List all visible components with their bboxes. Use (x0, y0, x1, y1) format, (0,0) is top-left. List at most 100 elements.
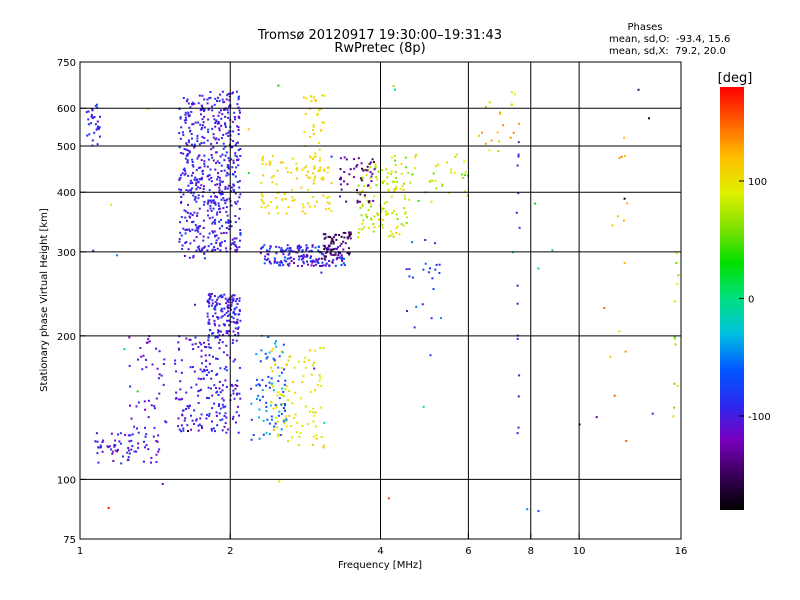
echo-point (515, 211, 518, 214)
echo-point (310, 156, 313, 159)
echo-point (313, 132, 315, 135)
echo-point (517, 141, 520, 144)
echo-point (322, 264, 325, 267)
echo-point (272, 407, 275, 410)
echo-point (228, 105, 230, 108)
echo-point (224, 126, 227, 128)
echo-point (187, 111, 190, 114)
echo-point (273, 257, 276, 260)
echo-point (432, 288, 435, 291)
echo-point (312, 157, 314, 160)
echo-point (320, 177, 323, 180)
echo-point (415, 154, 417, 156)
echo-point (234, 170, 236, 173)
echo-point (200, 176, 203, 179)
echo-point (180, 371, 183, 374)
echo-point (329, 242, 332, 245)
echo-point (238, 109, 241, 112)
echo-point (275, 207, 278, 210)
echo-point (213, 246, 216, 249)
echo-point (218, 186, 221, 189)
echo-point (381, 226, 384, 229)
echo-point (217, 138, 220, 141)
echo-point (116, 254, 119, 257)
echo-point (496, 131, 499, 134)
echo-point (353, 176, 355, 179)
echo-point (260, 205, 263, 208)
echo-point (215, 151, 218, 154)
echo-point (201, 247, 204, 250)
echo-point (281, 394, 284, 397)
echo-point (200, 355, 203, 358)
echo-point (365, 174, 368, 176)
echo-point (185, 189, 188, 192)
echo-point (233, 294, 236, 297)
echo-point (186, 154, 189, 157)
echo-point (224, 405, 227, 408)
echo-point (192, 255, 195, 257)
echo-point (206, 315, 209, 318)
echo-point (193, 370, 196, 373)
echo-point (259, 399, 261, 402)
echo-point (286, 247, 289, 250)
echo-point (330, 210, 333, 212)
echo-point (340, 235, 343, 238)
echo-point (210, 209, 213, 212)
echo-point (307, 423, 310, 426)
echo-point (624, 350, 627, 353)
echo-point (192, 348, 195, 350)
echo-point (516, 337, 519, 340)
echo-point (368, 226, 370, 229)
echo-point (98, 126, 101, 129)
echo-point (302, 257, 304, 260)
echo-point (161, 482, 164, 485)
echo-point (312, 179, 315, 182)
echo-point (144, 435, 147, 438)
echo-point (283, 403, 286, 405)
echo-point (194, 336, 197, 339)
echo-point (226, 332, 229, 335)
echo-point (234, 215, 237, 217)
echo-point (356, 199, 359, 202)
echo-point (232, 162, 235, 164)
echo-point (301, 265, 303, 267)
echo-point (186, 161, 189, 164)
echo-point (197, 227, 200, 230)
echo-point (281, 161, 284, 164)
echo-point (207, 128, 210, 131)
echo-point (403, 207, 406, 210)
echo-point (186, 211, 189, 214)
echo-point (137, 431, 140, 434)
echo-point (270, 415, 273, 418)
echo-point (143, 440, 145, 443)
echo-point (211, 332, 214, 335)
echo-point (289, 247, 292, 250)
echo-point (383, 180, 386, 183)
echo-point (298, 245, 301, 248)
echo-point (208, 217, 211, 220)
echo-point (239, 233, 242, 236)
echo-point (131, 433, 134, 436)
echo-point (281, 413, 283, 415)
echo-point (214, 201, 217, 204)
echo-point (123, 348, 126, 351)
echo-point (278, 397, 281, 400)
echo-point (478, 134, 480, 137)
echo-point (158, 373, 161, 376)
echo-point (622, 219, 625, 222)
echo-point (281, 403, 284, 406)
echo-point (317, 262, 320, 264)
echo-point (276, 394, 279, 397)
echo-point (348, 234, 351, 237)
echo-point (408, 198, 411, 201)
echo-point (232, 159, 235, 162)
echo-point (156, 367, 159, 370)
echo-point (330, 237, 333, 240)
echo-point (306, 170, 309, 173)
echo-point (261, 246, 263, 249)
echo-point (258, 408, 261, 411)
echo-point (232, 183, 235, 186)
echo-point (314, 152, 317, 155)
echo-point (91, 139, 94, 142)
echo-point (302, 253, 305, 256)
